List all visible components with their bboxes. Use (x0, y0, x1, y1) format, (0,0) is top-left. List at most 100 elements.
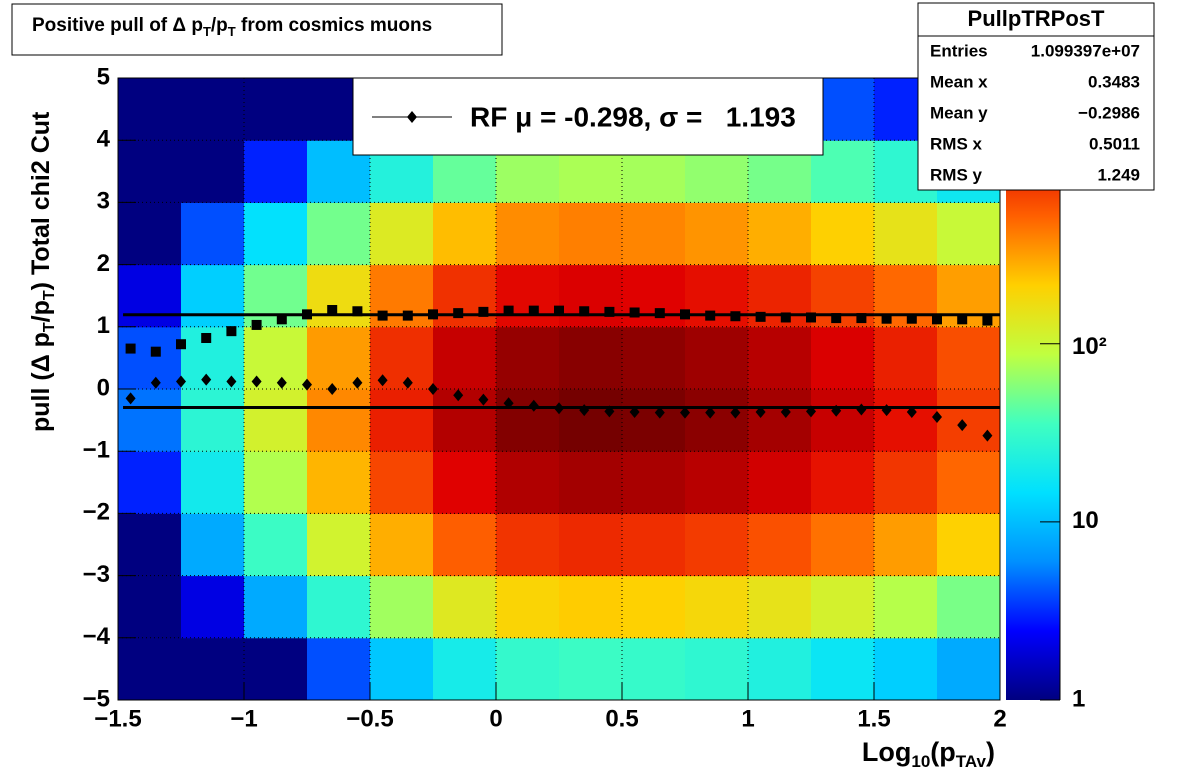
square-marker (629, 307, 640, 318)
heat-cell (496, 637, 560, 701)
square-marker (730, 311, 741, 322)
heat-cell (433, 451, 497, 514)
stats-box (917, 2, 1155, 191)
stats-key: RMS x (930, 134, 983, 153)
square-marker (251, 319, 262, 330)
heat-cell (811, 575, 875, 639)
subscript: TAv (956, 752, 987, 771)
heat-cell (559, 202, 623, 266)
diamond-marker (856, 403, 867, 416)
heat-cell (685, 637, 749, 701)
diamond-marker (352, 376, 363, 389)
subscript: T (41, 290, 58, 300)
heat-cell (433, 637, 497, 701)
diamond-marker (554, 402, 564, 415)
heat-cell (181, 202, 245, 266)
square-marker (554, 305, 564, 316)
subscript: T (203, 24, 211, 39)
x-tick-label: 1.5 (857, 705, 890, 732)
square-marker (579, 306, 590, 317)
diamond-marker (478, 393, 489, 406)
heat-cell (559, 513, 623, 577)
heat-cell (118, 140, 182, 203)
x-tick-label: 0 (489, 705, 502, 732)
profile-markers (123, 305, 1000, 442)
square-marker (780, 312, 791, 323)
heat-cell (118, 202, 182, 266)
subscript: T (228, 24, 236, 39)
heat-cell (244, 513, 308, 577)
heat-cell (244, 637, 308, 701)
y-tick-label: −2 (83, 499, 110, 526)
x-tick-label: −1 (230, 705, 257, 732)
heat-cell (874, 513, 938, 577)
square-marker (705, 310, 716, 321)
heat-cell (181, 637, 245, 701)
heat-cell (433, 202, 497, 266)
heat-cell (244, 575, 308, 639)
stats-value: −0.2986 (1078, 103, 1140, 122)
diamond-marker (377, 374, 388, 387)
stats-title: PullpTRPosT (968, 6, 1105, 31)
heat-cell (559, 326, 623, 390)
diamond-marker (150, 376, 161, 389)
heat-cell (685, 451, 749, 514)
diamond-marker (579, 404, 590, 417)
heat-cell (622, 326, 686, 390)
heat-cell (937, 513, 1001, 577)
x-tick-label: 2 (993, 705, 1006, 732)
label-part: from cosmics muons (236, 15, 432, 36)
stats-key: Mean x (930, 72, 988, 91)
square-marker (932, 314, 942, 325)
stats-key: Entries (930, 41, 988, 60)
heat-cell (748, 575, 812, 639)
heat-cell (370, 202, 434, 266)
square-marker (377, 310, 388, 321)
square-marker (402, 310, 413, 321)
heat-cell (244, 202, 308, 266)
heat-cell (748, 389, 812, 452)
diamond-marker (806, 405, 816, 418)
heat-cell (244, 389, 308, 452)
z-tick-label: 10² (1072, 333, 1107, 360)
square-marker (428, 309, 438, 320)
y-tick-label: −4 (83, 623, 111, 650)
heat-cell (811, 326, 875, 390)
heat-cell (496, 389, 560, 452)
diamond-marker (604, 405, 615, 418)
diamond-marker (302, 378, 312, 391)
heat-cell (496, 451, 560, 514)
heat-cell (370, 513, 434, 577)
diamond-marker (705, 406, 716, 419)
square-marker (201, 332, 212, 343)
heat-cell (181, 451, 245, 514)
heat-cell (181, 264, 245, 328)
heat-cell (307, 575, 371, 639)
z-tick-label: 1 (1072, 685, 1085, 712)
diamond-marker (176, 375, 186, 388)
heat-cell (685, 326, 749, 390)
stats-value: 0.3483 (1088, 72, 1140, 91)
label-part: (p (930, 737, 955, 767)
diamond-marker (453, 389, 464, 402)
heat-cell (559, 575, 623, 639)
label-part: Log (862, 737, 911, 767)
square-marker (503, 305, 514, 316)
heat-cell (748, 202, 812, 266)
heat-cell (370, 575, 434, 639)
x-tick-label: 0.5 (605, 705, 638, 732)
stats-key: Mean y (930, 103, 988, 122)
diamond-marker (201, 373, 212, 386)
square-marker (352, 306, 363, 317)
heat-cell (622, 202, 686, 266)
label-part: /p (211, 15, 228, 36)
square-marker (453, 308, 464, 319)
diamond-marker (831, 404, 842, 417)
diamond-marker (680, 406, 690, 419)
heat-cell (748, 513, 812, 577)
y-tick-label: −3 (83, 561, 110, 588)
heat-cell (307, 326, 371, 390)
heat-cell (874, 326, 938, 390)
heat-cell (496, 202, 560, 266)
heat-cell (496, 326, 560, 390)
